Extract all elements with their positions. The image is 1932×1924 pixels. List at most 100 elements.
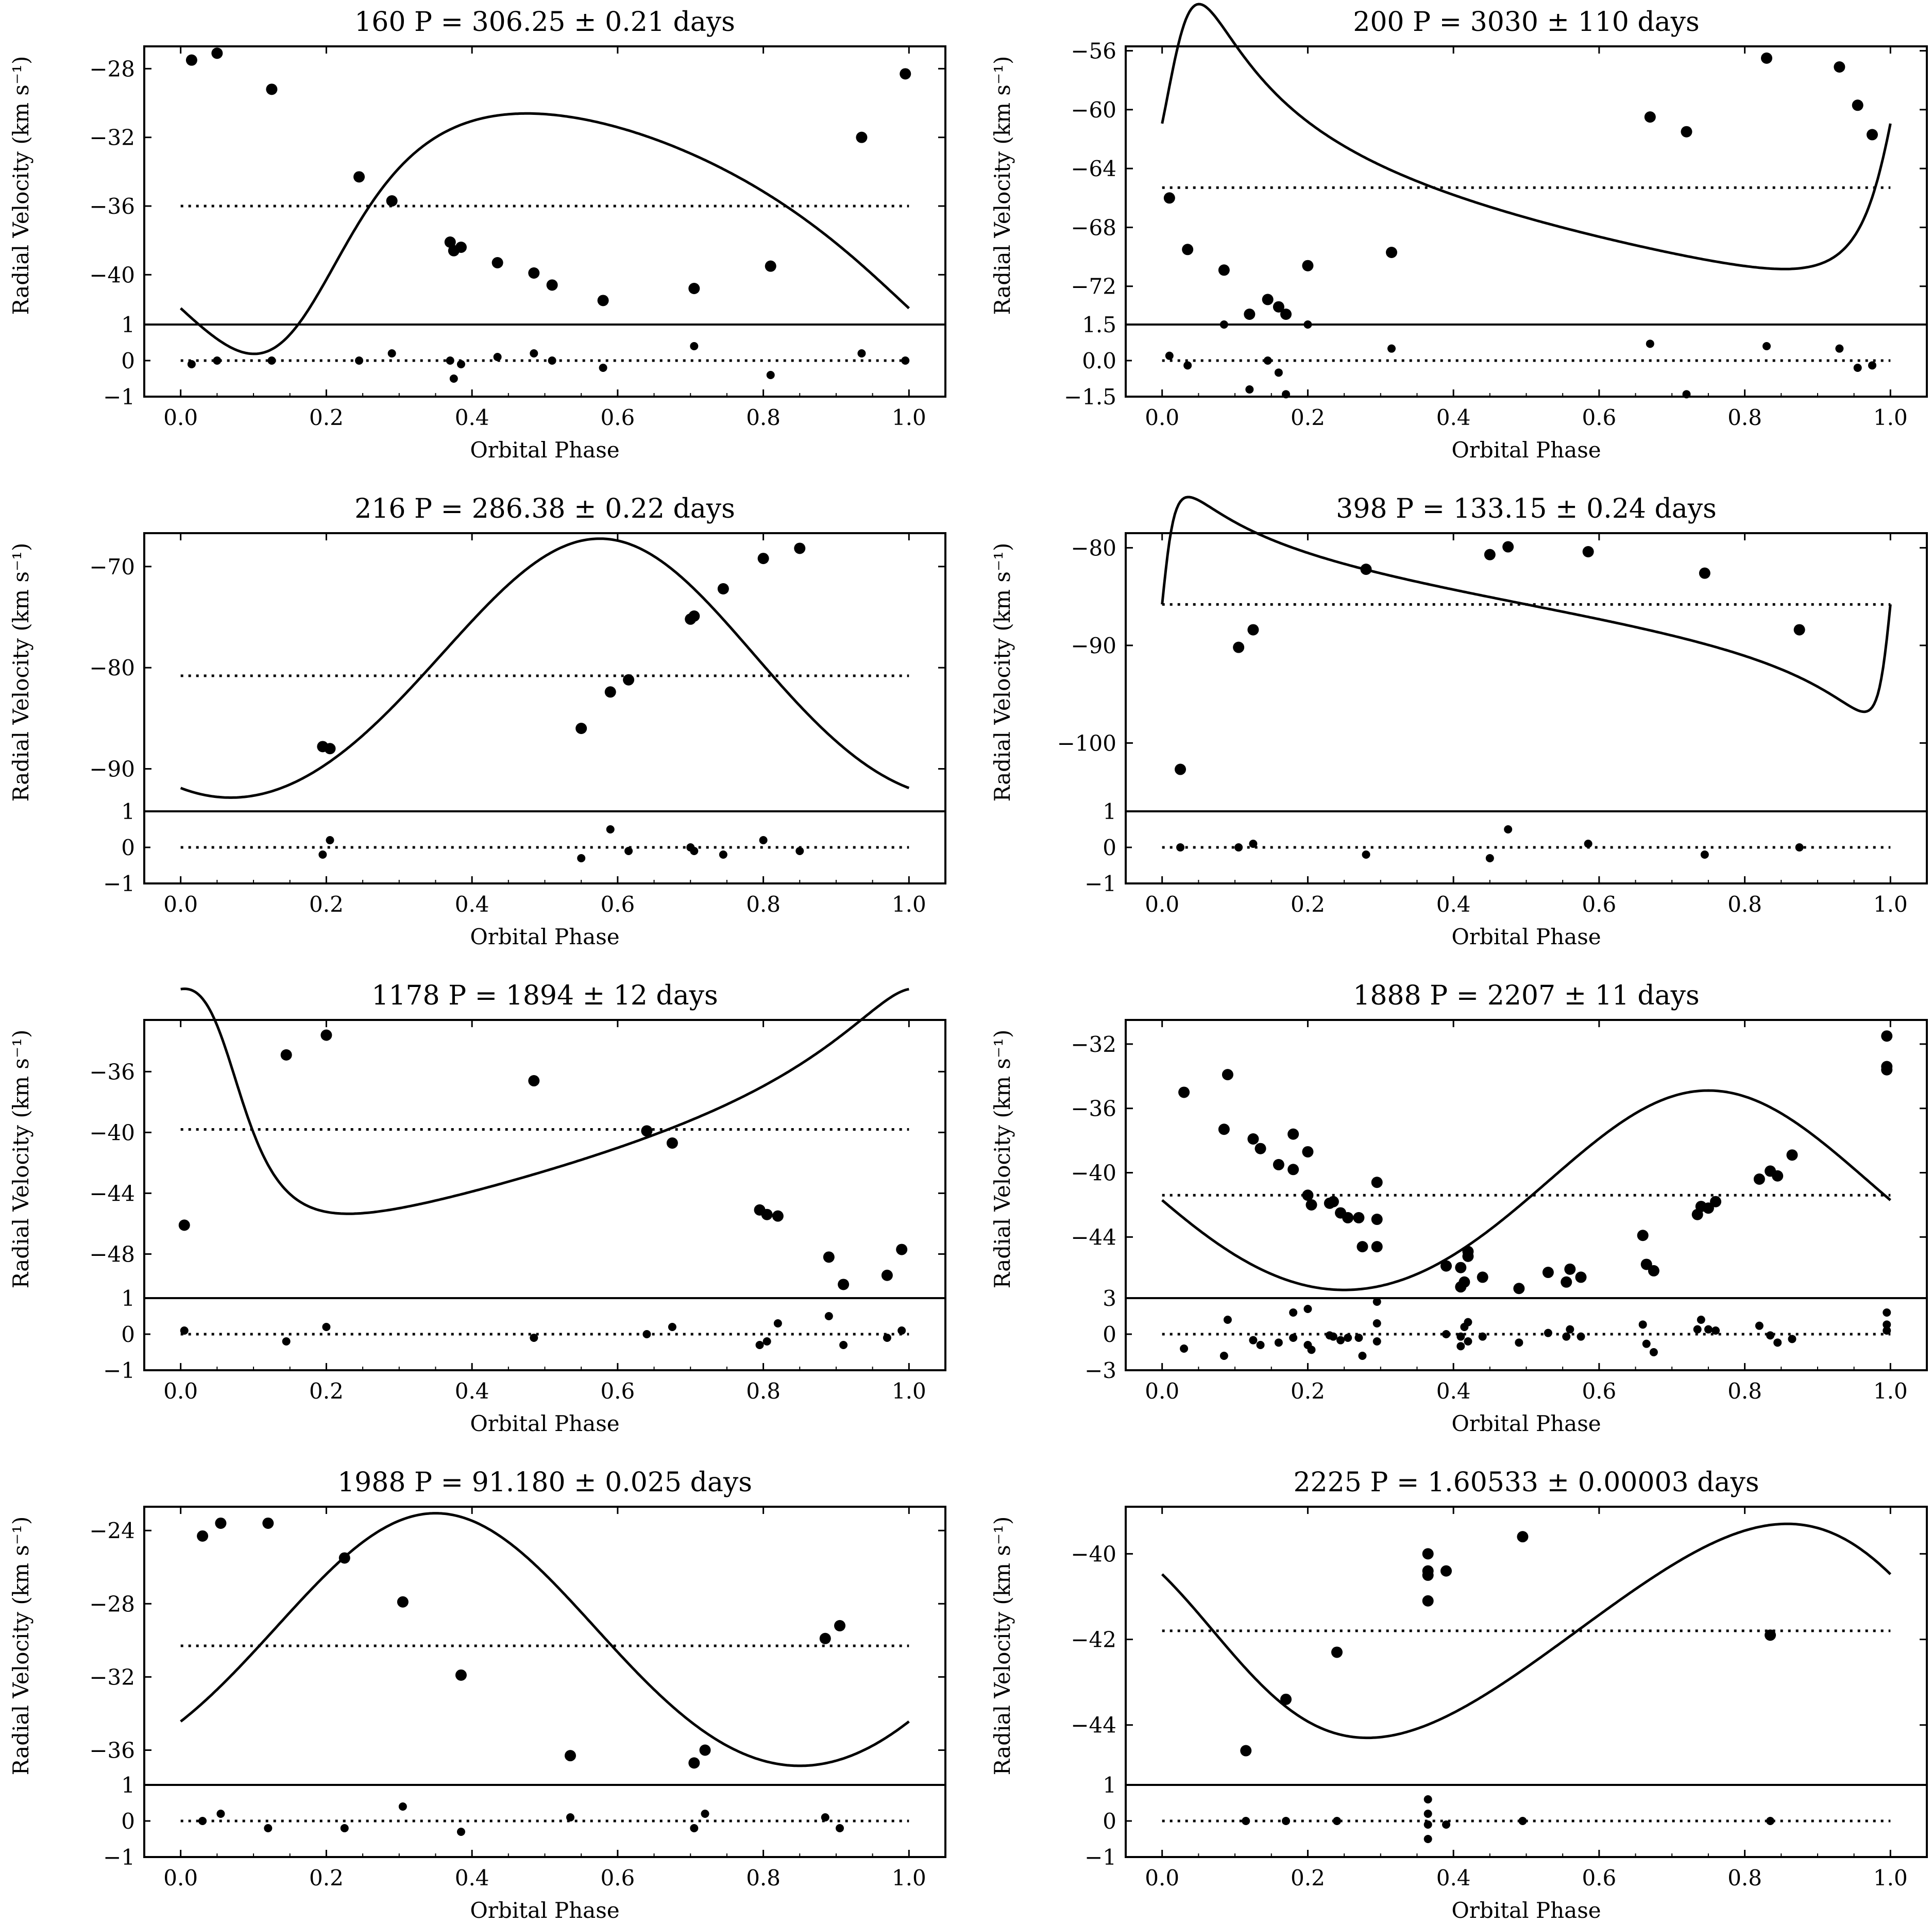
rv-point [641, 1125, 653, 1137]
rv-point [1640, 1258, 1652, 1270]
residual-point [1456, 1332, 1465, 1341]
residual-point [1354, 1334, 1363, 1342]
rv-point [1699, 567, 1710, 579]
residual-point [548, 356, 556, 365]
rv-point [1233, 641, 1245, 653]
residual-point [1515, 1338, 1523, 1347]
x-axis-label: Orbital Phase [470, 437, 619, 463]
rv-point [320, 1029, 332, 1041]
rv-point [838, 1279, 850, 1290]
residual-point [857, 349, 866, 357]
residual-point [566, 1813, 574, 1821]
rv-point [1440, 1565, 1452, 1577]
rv-point [1280, 309, 1292, 320]
x-axis-label: Orbital Phase [470, 1898, 619, 1923]
residual-y-tick-label: 1 [121, 312, 135, 337]
residual-point [456, 360, 465, 368]
residual-point [1165, 351, 1174, 360]
x-tick-label: 0.2 [309, 1378, 344, 1404]
residual-point [1788, 1335, 1797, 1343]
residual-point [1234, 843, 1243, 852]
x-axis-label: Orbital Phase [470, 1411, 619, 1436]
rv-point [761, 1208, 773, 1220]
x-tick-label: 0.2 [309, 892, 344, 917]
x-tick-label: 0.4 [455, 892, 489, 917]
fit-curve [1161, 496, 1892, 713]
rv-point [1175, 763, 1187, 775]
y-tick-label: −36 [89, 194, 135, 219]
residual-point [1263, 356, 1272, 365]
y-tick-label: −32 [89, 1664, 135, 1690]
x-tick-label: 0.0 [1145, 892, 1179, 917]
rv-point [1273, 301, 1284, 313]
x-tick-label: 1.0 [1873, 892, 1908, 917]
rv-point [1280, 1693, 1292, 1705]
residual-y-tick-label: 1 [1103, 1773, 1116, 1798]
residual-point [1883, 1308, 1891, 1317]
rv-point [794, 542, 806, 554]
residual-point [1868, 361, 1876, 370]
rv-point [699, 1744, 711, 1756]
rv-point [1273, 1159, 1284, 1170]
rv-point [528, 267, 540, 279]
rv-point [1513, 1283, 1525, 1295]
rv-point [1178, 1086, 1190, 1098]
residual-point [1423, 1795, 1432, 1803]
rv-point [1163, 192, 1175, 204]
x-tick-label: 0.4 [455, 1865, 489, 1891]
residual-point [1682, 390, 1691, 399]
panel-160: 160 P = 306.25 ± 0.21 days 0.0 0.2 0.4 0.6 0.… [8, 7, 946, 463]
residual-y-tick-label: −3 [1084, 1358, 1116, 1383]
main-axes-frame [1125, 532, 1928, 812]
rv-point [1371, 1214, 1383, 1225]
residual-point [1223, 1316, 1232, 1324]
residual-point [264, 1824, 273, 1832]
rv-point [386, 195, 398, 207]
panel-title: 2225 P = 1.60533 ± 0.00003 days [1293, 1467, 1759, 1498]
residual-point [762, 1337, 771, 1346]
y-tick-label: −60 [1071, 97, 1116, 123]
residual-point [1773, 1338, 1782, 1347]
y-tick-label: −56 [1071, 39, 1116, 64]
residual-point [773, 1319, 782, 1327]
rv-point [856, 131, 868, 143]
rv-point [1753, 1173, 1765, 1185]
rv-point [1765, 1629, 1776, 1641]
x-tick-label: 0.6 [1582, 1378, 1616, 1404]
residual-point [1274, 1338, 1283, 1347]
residual-point [1372, 1319, 1381, 1327]
rv-point [546, 279, 558, 291]
residual-point [267, 356, 276, 365]
x-tick-label: 1.0 [892, 405, 926, 430]
rv-point [666, 1137, 678, 1149]
residual-point [883, 1334, 891, 1342]
x-tick-label: 0.8 [1727, 1378, 1762, 1404]
rv-point [397, 1596, 409, 1608]
residual-point [1544, 1329, 1552, 1337]
x-axis-label: Orbital Phase [1451, 437, 1601, 463]
rv-point [1459, 1276, 1470, 1288]
y-axis-label: Radial Velocity (km s⁻¹) [990, 1517, 1015, 1776]
y-tick-label: −72 [1071, 274, 1116, 299]
panel-398: 398 P = 133.15 ± 0.24 days 0.0 0.2 0.4 0.6 0.… [990, 493, 1928, 949]
rv-point [1644, 111, 1656, 123]
residual-point [1795, 843, 1804, 852]
residual-point [1711, 1326, 1720, 1335]
residual-point [1704, 1325, 1713, 1334]
y-tick-label: −36 [89, 1059, 135, 1084]
rv-point [1702, 1202, 1714, 1214]
y-axis-label: Radial Velocity (km s⁻¹) [990, 56, 1015, 315]
rv-point [900, 68, 911, 80]
rv-point [1342, 1212, 1354, 1223]
y-tick-label: −36 [1071, 1096, 1116, 1121]
rv-point [1247, 624, 1259, 636]
rv-point [1422, 1565, 1434, 1577]
rv-point [1542, 1267, 1554, 1279]
residual-point [198, 1817, 207, 1825]
residual-y-tick-label: 0 [121, 348, 135, 373]
residual-point [755, 1341, 764, 1349]
rv-point [1302, 1189, 1314, 1201]
rv-point [1371, 1241, 1383, 1253]
residual-y-tick-label: −1.5 [1064, 384, 1116, 410]
residual-point [668, 1323, 676, 1331]
